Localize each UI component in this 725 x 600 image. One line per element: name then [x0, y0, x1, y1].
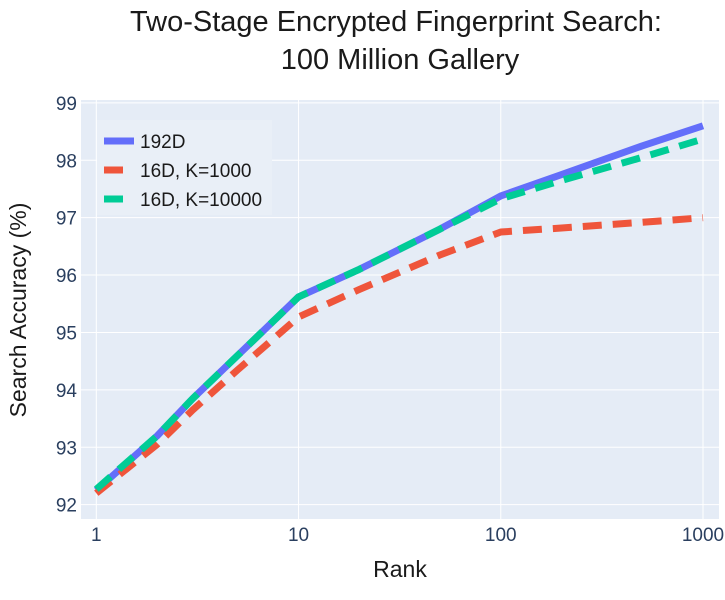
chart-title-line-1: Two-Stage Encrypted Fingerprint Search: — [130, 6, 662, 38]
legend-label: 192D — [140, 132, 185, 153]
y-tick-label: 96 — [56, 266, 77, 287]
x-axis-ticks: 1 10 100 1000 — [91, 525, 724, 546]
y-axis-ticks: 92 93 94 95 96 97 98 99 — [56, 94, 78, 517]
x-axis-label: Rank — [373, 556, 427, 582]
x-tick-label: 10 — [288, 525, 309, 546]
x-tick-label: 1 — [91, 525, 102, 546]
legend: 192D 16D, K=1000 16D, K=10000 — [97, 120, 272, 215]
legend-label: 16D, K=1000 — [140, 161, 251, 182]
y-axis-label: Search Accuracy (%) — [5, 203, 31, 418]
legend-box — [97, 120, 272, 215]
chart-title-line-2: 100 Million Gallery — [281, 44, 520, 76]
y-tick-label: 92 — [56, 496, 77, 517]
series-line-16d-k-10000 — [93, 135, 705, 492]
y-tick-label: 97 — [56, 209, 77, 230]
y-tick-label: 98 — [56, 151, 77, 172]
series-layer — [93, 122, 705, 496]
legend-label: 16D, K=10000 — [140, 190, 262, 211]
y-tick-label: 99 — [56, 94, 77, 115]
y-tick-label: 93 — [56, 438, 77, 459]
x-tick-label: 1000 — [682, 525, 724, 546]
x-tick-label: 100 — [485, 525, 517, 546]
y-tick-label: 94 — [56, 381, 78, 402]
y-tick-label: 95 — [56, 323, 77, 344]
gridlines — [81, 100, 719, 519]
series-line-16d-k-1000 — [94, 214, 704, 496]
